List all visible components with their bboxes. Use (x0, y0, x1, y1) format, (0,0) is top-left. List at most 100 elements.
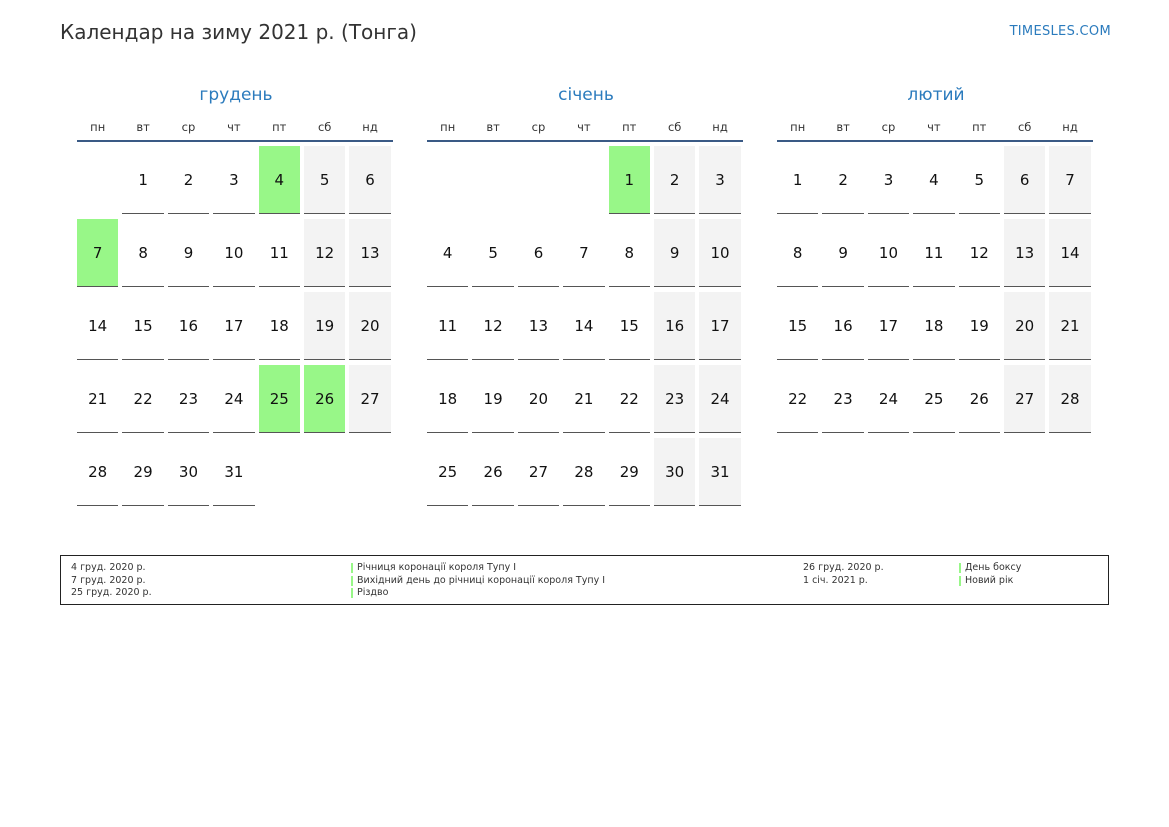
day-cell[interactable]: 17 (867, 292, 910, 360)
weekday-label: вт (136, 120, 150, 134)
day-cell[interactable]: 17 (699, 292, 741, 360)
holiday-day-cell[interactable]: 25 (258, 365, 300, 433)
day-cell[interactable]: 2 (653, 146, 696, 214)
day-cell[interactable]: 15 (777, 292, 819, 360)
day-cell[interactable]: 8 (122, 219, 164, 287)
day-cell[interactable]: 19 (472, 365, 514, 433)
day-cell[interactable]: 12 (303, 219, 346, 287)
day-cell[interactable]: 16 (822, 292, 864, 360)
day-cell[interactable]: 15 (122, 292, 164, 360)
day-cell[interactable]: 10 (867, 219, 910, 287)
day-cell[interactable]: 27 (1003, 365, 1046, 433)
day-cell[interactable]: 27 (517, 438, 560, 506)
day-cell[interactable]: 14 (563, 292, 605, 360)
day-cell[interactable]: 3 (213, 146, 255, 214)
day-cell[interactable]: 16 (167, 292, 210, 360)
weekday-label: ср (881, 120, 896, 134)
day-cell[interactable]: 2 (167, 146, 210, 214)
day-cell[interactable]: 31 (699, 438, 741, 506)
day-cell[interactable]: 22 (122, 365, 164, 433)
day-cell[interactable]: 18 (427, 365, 469, 433)
day-cell[interactable]: 12 (472, 292, 514, 360)
day-cell[interactable]: 20 (349, 292, 391, 360)
day-cell[interactable]: 5 (472, 219, 514, 287)
day-cell[interactable]: 12 (958, 219, 1000, 287)
day-cell[interactable]: 3 (699, 146, 741, 214)
day-cell[interactable]: 13 (1003, 219, 1046, 287)
day-cell[interactable]: 4 (427, 219, 469, 287)
brand-link[interactable]: TIMESLES.COM (1009, 24, 1111, 39)
day-cell[interactable]: 9 (822, 219, 864, 287)
day-cell[interactable]: 6 (349, 146, 391, 214)
day-cell[interactable]: 8 (608, 219, 650, 287)
day-cell[interactable]: 26 (472, 438, 514, 506)
day-cell[interactable]: 18 (258, 292, 300, 360)
day-cell[interactable]: 17 (213, 292, 255, 360)
day-cell[interactable]: 24 (699, 365, 741, 433)
day-cell[interactable]: 29 (608, 438, 650, 506)
day-cell[interactable]: 6 (1003, 146, 1046, 214)
day-cell[interactable]: 23 (653, 365, 696, 433)
day-cell[interactable]: 30 (653, 438, 696, 506)
day-cell[interactable]: 24 (867, 365, 910, 433)
day-cell[interactable]: 14 (1049, 219, 1091, 287)
day-cell[interactable]: 20 (1003, 292, 1046, 360)
month-name: січень (558, 85, 614, 105)
day-cell[interactable]: 22 (777, 365, 819, 433)
day-cell[interactable]: 24 (213, 365, 255, 433)
weekday-label: вт (486, 120, 500, 134)
day-cell[interactable]: 22 (608, 365, 650, 433)
day-cell[interactable]: 18 (913, 292, 955, 360)
day-cell[interactable]: 9 (653, 219, 696, 287)
day-cell[interactable]: 25 (427, 438, 469, 506)
day-cell[interactable]: 8 (777, 219, 819, 287)
day-cell[interactable]: 10 (213, 219, 255, 287)
day-cell[interactable]: 15 (608, 292, 650, 360)
day-cell[interactable]: 30 (167, 438, 210, 506)
day-cell[interactable]: 1 (122, 146, 164, 214)
day-cell[interactable]: 21 (563, 365, 605, 433)
day-cell[interactable]: 10 (699, 219, 741, 287)
day-cell[interactable]: 7 (1049, 146, 1091, 214)
day-cell[interactable]: 19 (958, 292, 1000, 360)
day-cell[interactable]: 26 (958, 365, 1000, 433)
holiday-day-cell[interactable]: 4 (258, 146, 300, 214)
day-cell[interactable]: 21 (1049, 292, 1091, 360)
holiday-day-cell[interactable]: 1 (608, 146, 650, 214)
day-cell[interactable]: 2 (822, 146, 864, 214)
empty-cell (427, 146, 468, 214)
holiday-day-cell[interactable]: 26 (303, 365, 346, 433)
day-cell[interactable]: 9 (167, 219, 210, 287)
day-cell[interactable]: 31 (213, 438, 255, 506)
day-cell[interactable]: 19 (303, 292, 346, 360)
day-cell[interactable]: 29 (122, 438, 164, 506)
day-cell[interactable]: 11 (427, 292, 469, 360)
empty-cell (77, 146, 118, 214)
day-cell[interactable]: 20 (517, 365, 560, 433)
day-cell[interactable]: 28 (563, 438, 605, 506)
day-cell[interactable]: 25 (913, 365, 955, 433)
legend-holiday-name: День боксу (959, 562, 1021, 575)
day-cell[interactable]: 1 (777, 146, 819, 214)
day-cell[interactable]: 5 (303, 146, 346, 214)
day-cell[interactable]: 7 (563, 219, 605, 287)
day-cell[interactable]: 23 (167, 365, 210, 433)
day-cell[interactable]: 28 (77, 438, 119, 506)
holiday-legend: 4 груд. 2020 р. 7 груд. 2020 р. 25 груд. 2… (60, 555, 1109, 605)
day-cell[interactable]: 6 (517, 219, 560, 287)
day-cell[interactable]: 28 (1049, 365, 1091, 433)
day-cell[interactable]: 14 (77, 292, 119, 360)
day-cell[interactable]: 4 (913, 146, 955, 214)
day-cell[interactable]: 27 (349, 365, 391, 433)
day-cell[interactable]: 16 (653, 292, 696, 360)
holiday-day-cell[interactable]: 7 (77, 219, 119, 287)
day-cell[interactable]: 21 (77, 365, 119, 433)
day-cell[interactable]: 11 (258, 219, 300, 287)
day-cell[interactable]: 13 (517, 292, 560, 360)
day-cell[interactable]: 5 (958, 146, 1000, 214)
day-cell[interactable]: 23 (822, 365, 864, 433)
legend-holiday-name: Різдво (351, 587, 605, 600)
day-cell[interactable]: 13 (349, 219, 391, 287)
day-cell[interactable]: 11 (913, 219, 955, 287)
day-cell[interactable]: 3 (867, 146, 910, 214)
